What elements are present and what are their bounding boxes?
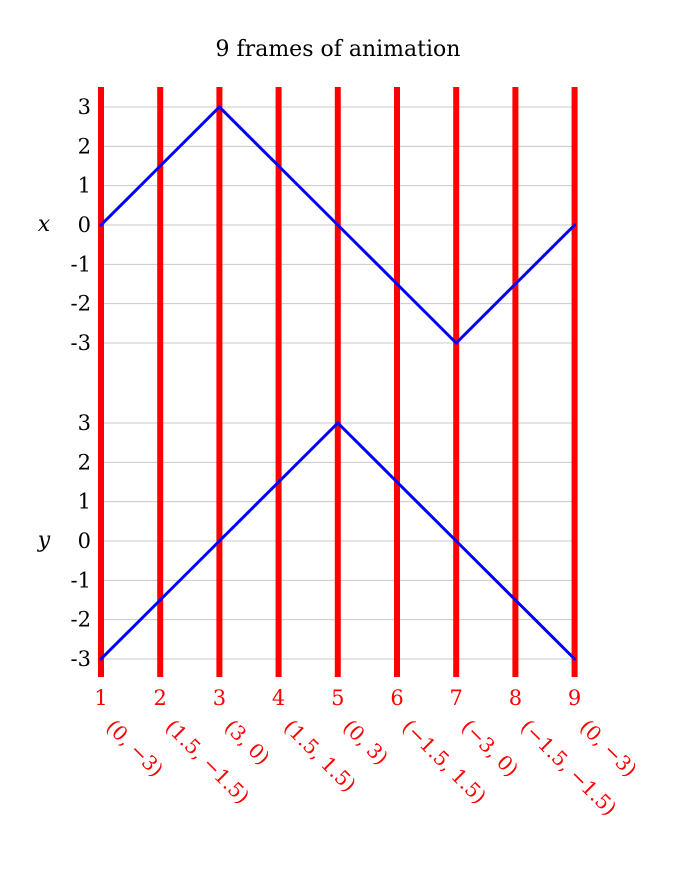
y-tick-label-y: 0 [78,529,91,553]
y-tick-label-x: 3 [78,95,91,119]
data-point-y-6 [395,480,399,484]
data-point-y-1 [99,657,103,661]
frame-number-label: 2 [154,686,167,710]
data-point-x-9 [573,223,577,227]
y-tick-label-x: -3 [71,331,91,355]
y-tick-label-x: 1 [78,174,91,198]
chart-title: 9 frames of animation [216,37,461,62]
frame-lines [98,87,578,677]
data-point-x-3 [217,105,221,109]
frame-number-label: 1 [94,686,107,710]
data-point-x-7 [454,341,458,345]
data-point-x-8 [513,282,517,286]
data-point-y-9 [573,657,577,661]
y-tick-label-y: -3 [71,647,91,671]
data-point-y-4 [277,480,281,484]
y-tick-label-y: 3 [78,411,91,435]
frame-number-label: 7 [450,686,463,710]
y-tick-label-x: -2 [71,292,91,316]
frame-number-label: 4 [272,686,285,710]
y-tick-label-y: 1 [78,490,91,514]
axis-label-x: x [38,212,51,237]
frame-coordinate-label: (3, 0) [220,715,275,770]
data-point-y-5 [336,421,340,425]
axis-label-y: y [37,528,51,553]
y-tick-label-x: -1 [71,252,91,276]
data-point-y-3 [217,539,221,543]
series-lines [99,104,577,661]
frame-number-label: 5 [331,686,344,710]
frame-number-label: 8 [509,686,522,710]
data-point-x-2 [158,164,162,168]
frame-coordinate-label: (0, −3) [101,715,168,782]
data-point-x-6 [395,282,399,286]
data-point-x-4 [277,164,281,168]
data-point-y-8 [513,598,517,602]
y-tick-label-y: -1 [71,568,91,592]
frame-number-label: 3 [213,686,226,710]
frame-number-label: 9 [568,686,581,710]
y-tick-label-y: 2 [78,450,91,474]
data-point-y-2 [158,598,162,602]
y-tick-label-y: -2 [71,608,91,632]
frame-coordinate-label: (0, 3) [338,715,393,770]
frame-number-label: 6 [390,686,403,710]
data-point-x-5 [336,223,340,227]
y-tick-label-x: 2 [78,134,91,158]
data-point-x-1 [99,223,103,227]
y-tick-label-x: 0 [78,213,91,237]
data-point-y-7 [454,539,458,543]
